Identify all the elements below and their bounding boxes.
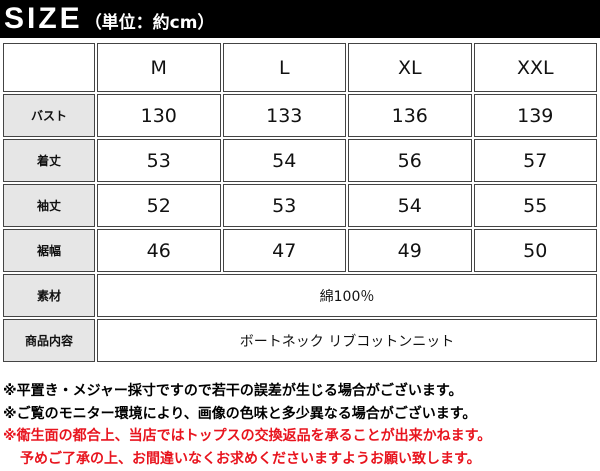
row-label: バスト bbox=[3, 94, 95, 137]
row-label: 着丈 bbox=[3, 139, 95, 182]
measure-value: 53 bbox=[97, 139, 221, 182]
row-label: 裾幅 bbox=[3, 229, 95, 272]
row-label: 素材 bbox=[3, 274, 95, 317]
measure-value: 130 bbox=[97, 94, 221, 137]
warning: ※衛生面の都合上、当店ではトップスの交換返品を承ることが出来かねます。 bbox=[3, 428, 492, 444]
measure-value: 50 bbox=[473, 229, 597, 272]
measure-value: 56 bbox=[348, 139, 472, 182]
measure-row: 着丈 53 54 56 57 bbox=[3, 139, 597, 182]
measure-value: 52 bbox=[97, 184, 221, 227]
title: SIZE bbox=[4, 2, 83, 35]
measure-value: 133 bbox=[222, 94, 346, 137]
measure-value: 139 bbox=[473, 94, 597, 137]
size-header: XXL bbox=[473, 43, 597, 92]
note: ※ご覧のモニター環境により、画像の色味と多少異なる場合がございます。 bbox=[3, 405, 477, 422]
warning: 予めご了承の上、お間違いなくお求めくださいますようお願い致します。 bbox=[20, 450, 481, 467]
unit: （単位：約cm） bbox=[84, 13, 215, 33]
measure-row: バスト 130 133 136 139 bbox=[3, 94, 597, 137]
measure-value: 54 bbox=[348, 184, 472, 227]
measure-value: 47 bbox=[222, 229, 346, 272]
measure-value: 46 bbox=[97, 229, 221, 272]
info-row: 素材 綿100％ bbox=[3, 274, 597, 317]
size-header: L bbox=[222, 43, 346, 92]
measure-value: 136 bbox=[348, 94, 472, 137]
header-row: M L XL XXL bbox=[3, 43, 597, 92]
measure-value: 49 bbox=[348, 229, 472, 272]
measure-row: 裾幅 46 47 49 50 bbox=[3, 229, 597, 272]
size-header: M bbox=[97, 43, 221, 92]
row-label: 袖丈 bbox=[3, 184, 95, 227]
notes: ※平置き・メジャー採寸ですので若干の誤差が生じる場合がございます。 ※ご覧のモニタ… bbox=[3, 380, 598, 470]
size-header: XL bbox=[348, 43, 472, 92]
size-table: M L XL XXL バスト 130 133 136 139 着丈 53 54 56 57 袖丈 52 53 54… bbox=[1, 41, 599, 364]
header-bar: SIZE （単位：約cm） bbox=[0, 0, 600, 38]
row-label: 商品内容 bbox=[3, 319, 95, 362]
info-value: 綿100％ bbox=[97, 274, 597, 317]
measure-value: 57 bbox=[473, 139, 597, 182]
measure-value: 53 bbox=[222, 184, 346, 227]
note: ※平置き・メジャー採寸ですので若干の誤差が生じる場合がございます。 bbox=[3, 383, 463, 399]
info-value: ボートネック リブコットンニット bbox=[97, 319, 597, 362]
info-row: 商品内容 ボートネック リブコットンニット bbox=[3, 319, 597, 362]
measure-value: 54 bbox=[222, 139, 346, 182]
corner-cell bbox=[3, 43, 95, 92]
measure-row: 袖丈 52 53 54 55 bbox=[3, 184, 597, 227]
measure-value: 55 bbox=[473, 184, 597, 227]
